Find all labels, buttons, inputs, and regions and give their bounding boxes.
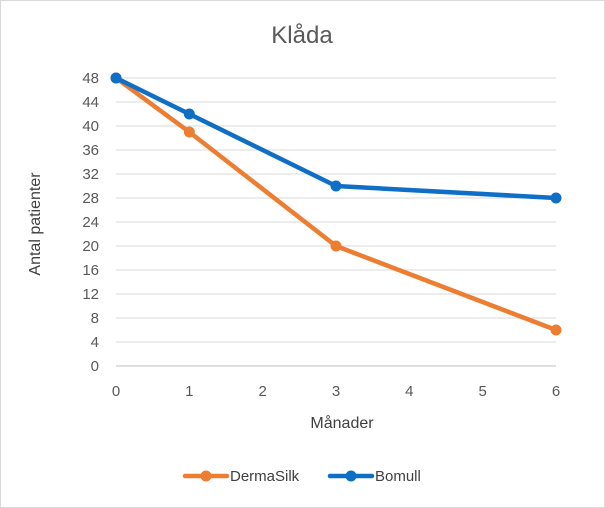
y-tick-label-12: 12	[82, 286, 99, 303]
y-tick-label-40: 40	[82, 118, 99, 135]
x-tick-label-5: 5	[478, 383, 486, 400]
x-axis-title: Månader	[310, 414, 374, 432]
y-tick-label-4: 4	[91, 334, 99, 351]
legend-marker-bomull	[345, 470, 357, 482]
y-tick-label-24: 24	[82, 214, 99, 231]
chart-title: Klåda	[271, 22, 333, 49]
gridlines	[116, 77, 556, 343]
y-tick-label-0: 0	[91, 358, 99, 375]
legend-marker-dermasilk	[200, 470, 212, 482]
x-tick-label-6: 6	[552, 383, 560, 400]
x-tick-label-3: 3	[332, 383, 340, 400]
legend-label-bomull: Bomull	[375, 468, 421, 485]
series-lines	[110, 72, 562, 336]
y-tick-label-32: 32	[82, 166, 99, 183]
y-tick-label-28: 28	[82, 190, 99, 207]
series-line-bomull	[113, 75, 559, 201]
x-tick-label-2: 2	[258, 383, 266, 400]
data-point-dermasilk-3	[330, 240, 342, 252]
y-axis-title: Antal patienter	[27, 172, 44, 276]
legend-label-dermasilk: DermaSilk	[230, 468, 300, 485]
legend: DermaSilk Bomull	[182, 468, 421, 485]
data-point-dermasilk-6	[550, 324, 562, 336]
data-point-bomull-6	[550, 192, 562, 204]
x-tick-label-0: 0	[112, 383, 120, 400]
x-tick-label-1: 1	[185, 383, 193, 400]
data-point-bomull-0	[110, 72, 122, 84]
y-tick-label-48: 48	[82, 70, 99, 87]
y-tick-label-44: 44	[82, 94, 99, 111]
y-tick-label-16: 16	[82, 262, 99, 279]
series-line-dermasilk	[113, 75, 559, 333]
data-point-bomull-1	[183, 108, 195, 120]
y-tick-label-36: 36	[82, 142, 99, 159]
y-tick-label-8: 8	[91, 310, 99, 327]
data-point-bomull-3	[330, 180, 342, 192]
x-tick-labels: 0 1 2 3 4 5 6	[112, 383, 560, 400]
x-tick-label-4: 4	[405, 383, 413, 400]
data-point-dermasilk-1	[183, 126, 195, 138]
y-tick-label-20: 20	[82, 238, 99, 255]
